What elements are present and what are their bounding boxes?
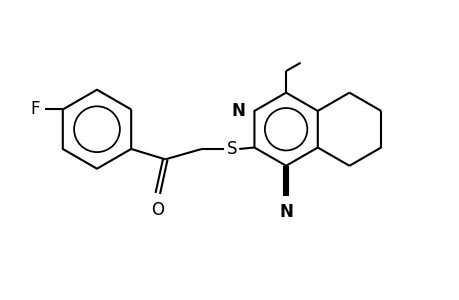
Text: F: F <box>30 100 40 118</box>
Text: N: N <box>279 203 292 221</box>
Text: O: O <box>151 201 164 219</box>
Text: S: S <box>226 140 236 158</box>
Text: N: N <box>231 102 245 120</box>
